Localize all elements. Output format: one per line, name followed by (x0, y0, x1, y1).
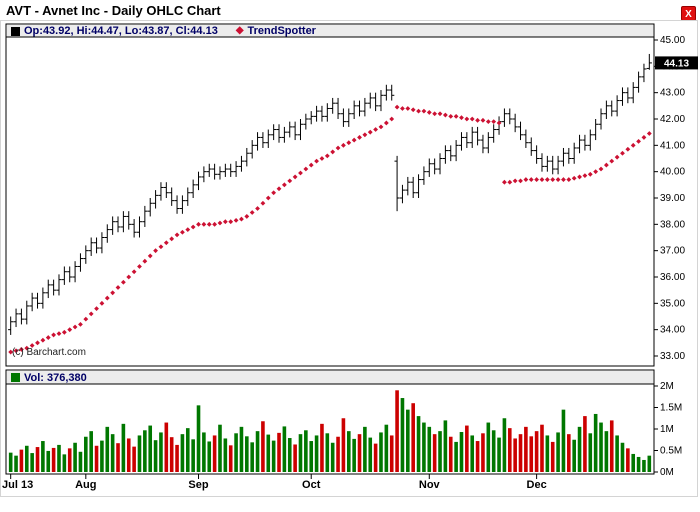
svg-text:40.00: 40.00 (660, 167, 685, 178)
trendspotter-legend-label: TrendSpotter (247, 25, 316, 37)
svg-text:0M: 0M (660, 467, 674, 478)
svg-text:43.00: 43.00 (660, 88, 685, 99)
svg-text:38.00: 38.00 (660, 219, 685, 230)
volume-legend: Vol: 376,380 (11, 371, 87, 384)
chart-frame (0, 20, 698, 497)
svg-text:37.00: 37.00 (660, 246, 685, 257)
svg-text:1M: 1M (660, 424, 674, 435)
svg-text:0.5M: 0.5M (660, 446, 682, 457)
svg-text:33.00: 33.00 (660, 351, 685, 362)
svg-text:2M: 2M (660, 381, 674, 392)
svg-text:35.00: 35.00 (660, 298, 685, 309)
ohlc-bars (8, 53, 652, 335)
volume-series-icon (11, 373, 20, 382)
copyright-text: (c) Barchart.com (12, 347, 86, 358)
svg-text:41.00: 41.00 (660, 140, 685, 151)
volume-bars (8, 390, 652, 472)
time-axis: Jul 13 Aug Sep Oct Nov Dec (2, 474, 547, 491)
last-price-marker: 44.13 (655, 56, 698, 70)
svg-text:39.00: 39.00 (660, 193, 685, 204)
ohlc-legend-label: Op:43.92, Hi:44.47, Lo:43.87, Cl:44.13 (24, 25, 218, 37)
svg-text:44.13: 44.13 (664, 58, 689, 69)
close-button[interactable]: X (681, 6, 696, 21)
svg-text:Jul 13: Jul 13 (2, 479, 33, 491)
svg-text:Oct: Oct (302, 479, 321, 491)
chart-boxes (5, 23, 655, 475)
svg-text:Dec: Dec (527, 479, 547, 491)
svg-text:42.00: 42.00 (660, 114, 685, 125)
volume-legend-label: Vol: 376,380 (24, 371, 87, 384)
ohlc-series-icon (11, 26, 20, 36)
trendspotter-dots (8, 104, 652, 355)
svg-text:Sep: Sep (188, 479, 208, 491)
svg-text:36.00: 36.00 (660, 272, 685, 283)
price-legend: Op:43.92, Hi:44.47, Lo:43.87, Cl:44.13 ◆… (11, 24, 316, 38)
svg-text:Aug: Aug (75, 479, 96, 491)
price-volume-chart: 45.0044.0043.0042.0041.0040.0039.0038.00… (2, 23, 698, 491)
svg-text:45.00: 45.00 (660, 35, 685, 46)
svg-text:Nov: Nov (419, 479, 441, 491)
trendspotter-diamond-icon: ◆ (235, 25, 244, 36)
page-title: AVT - Avnet Inc - Daily OHLC Chart (6, 3, 221, 18)
volume-axis: 2M 1.5M 1M 0.5M 0M (654, 381, 682, 478)
price-axis: 45.0044.0043.0042.0041.0040.0039.0038.00… (654, 35, 685, 362)
svg-text:34.00: 34.00 (660, 325, 685, 336)
svg-text:1.5M: 1.5M (660, 403, 682, 414)
